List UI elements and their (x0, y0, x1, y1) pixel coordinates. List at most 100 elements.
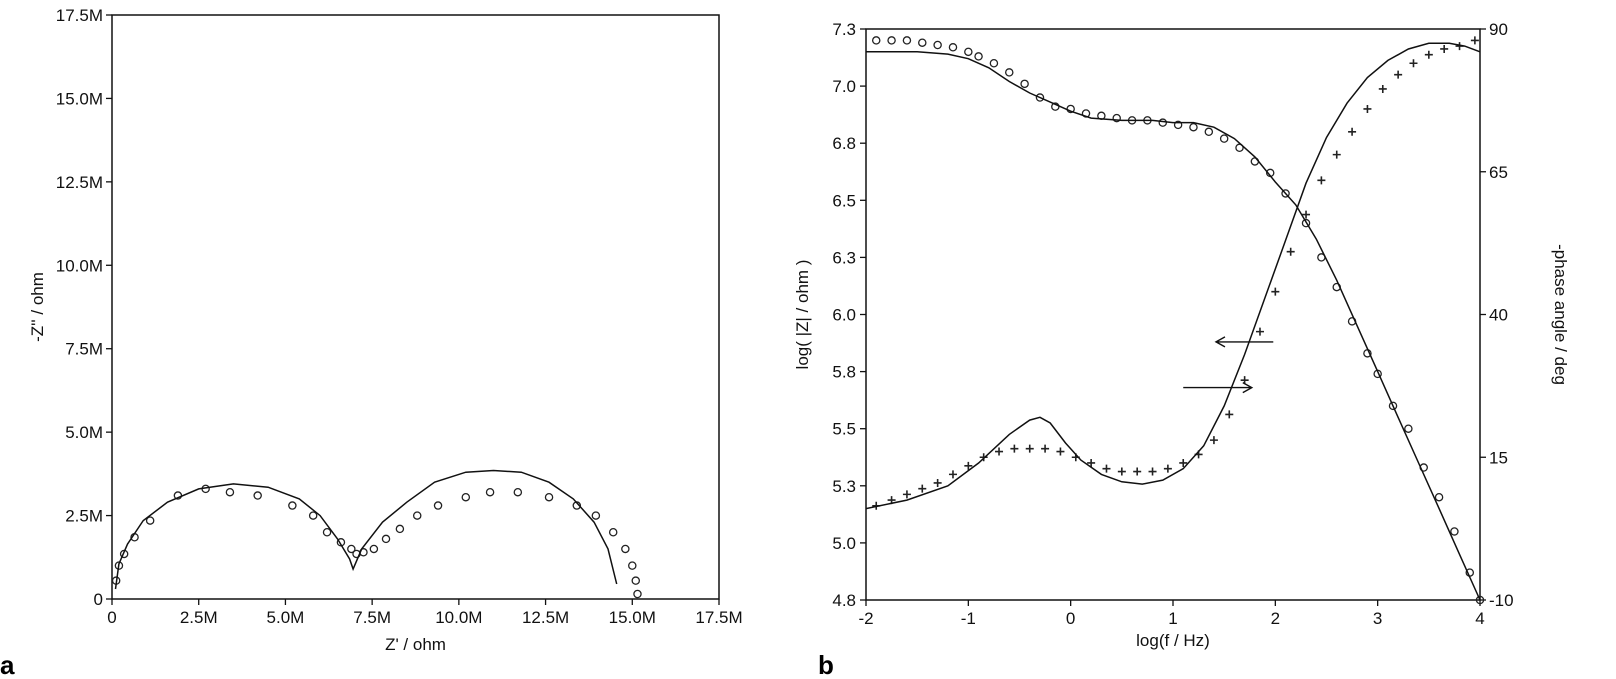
data-point (369, 544, 379, 554)
data-point (1388, 401, 1398, 411)
data-point (1301, 218, 1311, 228)
data-point (1424, 50, 1433, 59)
data-point (1148, 467, 1157, 476)
data-point (1158, 118, 1168, 127)
data-point (1087, 458, 1096, 467)
y-tick-label: 17.5M (56, 6, 103, 25)
data-point (1041, 444, 1050, 453)
data-point (145, 516, 155, 525)
data-point (902, 490, 911, 499)
y2-tick-label: 15 (1489, 448, 1508, 467)
data-point (933, 478, 942, 487)
plot-frame (865, 28, 1481, 601)
panel-label-a: a (0, 650, 15, 679)
x-tick-label: 17.5M (695, 608, 742, 627)
y-tick-label: 0 (94, 590, 103, 609)
data-point (347, 544, 356, 554)
data-point (225, 487, 235, 497)
data-point (1348, 127, 1357, 136)
series-line (865, 42, 1481, 510)
y2-tick-label: 40 (1489, 306, 1508, 325)
y-tick-label: 4.8 (832, 591, 856, 610)
data-point (433, 501, 443, 510)
data-point (995, 447, 1004, 456)
y-tick-label: 7.5M (65, 340, 103, 359)
data-point (485, 487, 495, 497)
data-point (1173, 120, 1183, 130)
data-point (974, 52, 983, 61)
data-point (918, 484, 927, 493)
data-point (871, 36, 881, 45)
data-point (1204, 127, 1214, 137)
data-point (1020, 79, 1029, 89)
x-tick-label: -2 (858, 609, 873, 628)
data-point (1404, 424, 1413, 433)
data-point (1117, 467, 1126, 476)
data-point (308, 511, 318, 520)
arrow-right-icon (1183, 381, 1254, 394)
data-point (1271, 287, 1280, 296)
data-point (1056, 447, 1065, 456)
y2-tick-label: -10 (1489, 591, 1514, 610)
data-point (1302, 210, 1311, 219)
data-point (1209, 436, 1218, 445)
y2-tick-label: 65 (1489, 163, 1508, 182)
x-axis-label: log(f / Hz) (1136, 631, 1210, 650)
data-point (1332, 150, 1341, 159)
y-tick-label: 2.5M (65, 507, 103, 526)
data-point (1450, 527, 1459, 536)
y-tick-label: 6.0 (832, 306, 856, 325)
data-point (1394, 70, 1403, 79)
x-axis-label: Z' / ohm (385, 635, 446, 654)
data-point (1363, 104, 1372, 113)
data-point (1005, 68, 1014, 77)
data-point (1317, 176, 1326, 185)
nyquist-plot: 0 2.5M 5.0M 7.5M 10.0M 12.5M 15.0M 17.5M 0 2.5M 5.… (28, 6, 743, 654)
arrow-left-icon (1214, 336, 1274, 348)
x-tick-label: 12.5M (522, 608, 569, 627)
data-point (628, 561, 637, 570)
y2-tick-label: 90 (1489, 20, 1508, 39)
data-point (253, 491, 262, 500)
data-point (1010, 444, 1019, 453)
data-point (1112, 113, 1121, 123)
x-tick-label: 4 (1475, 609, 1484, 628)
data-point (933, 40, 942, 50)
data-point (631, 576, 641, 585)
data-point (1102, 464, 1111, 473)
data-point (1475, 595, 1485, 605)
data-point (513, 487, 523, 497)
data-point (1470, 36, 1479, 45)
y-tick-label: 5.0M (65, 423, 103, 442)
data-point (1225, 410, 1234, 419)
x-tick-label: 3 (1373, 609, 1382, 628)
data-point (288, 501, 297, 510)
data-point (1163, 464, 1172, 473)
data-point (1025, 444, 1034, 453)
data-point (621, 544, 630, 554)
data-point (1281, 189, 1290, 198)
data-point (989, 59, 999, 68)
x-tick-label: 1 (1168, 609, 1177, 628)
data-point (918, 38, 927, 47)
data-point (1179, 458, 1188, 467)
data-point (902, 36, 912, 45)
data-point (1189, 122, 1198, 132)
y-tick-label: 15.0M (56, 89, 103, 108)
data-point (887, 36, 896, 45)
data-point (461, 492, 471, 502)
series-line (866, 51, 1481, 601)
y-axis-label: -Z'' / ohm (28, 272, 47, 342)
data-point (412, 511, 422, 520)
data-point (948, 43, 958, 52)
series-line (114, 469, 618, 590)
data-point (1133, 467, 1142, 476)
y-tick-label: 6.5 (832, 191, 856, 210)
x-tick-label: 2 (1271, 609, 1280, 628)
data-point (1286, 247, 1295, 256)
data-point (322, 528, 332, 537)
y-tick-label: 7.0 (832, 77, 856, 96)
data-point (1035, 93, 1045, 102)
y-tick-label: 12.5M (56, 173, 103, 192)
